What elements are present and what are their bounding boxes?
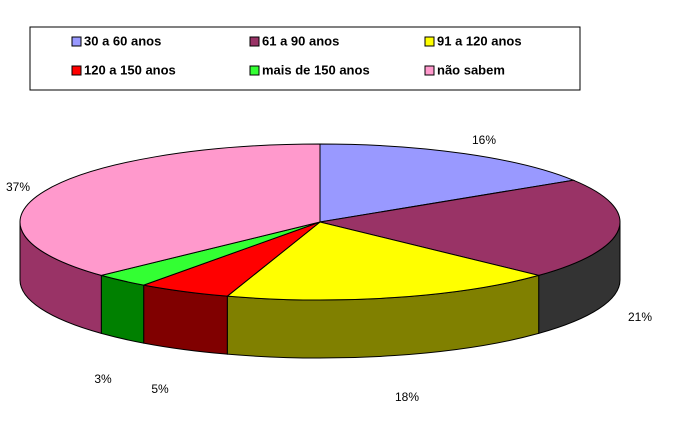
legend-swatch (249, 36, 260, 47)
legend-swatch (71, 36, 82, 47)
legend-label: 30 a 60 anos (84, 33, 161, 48)
legend-box (29, 26, 581, 91)
legend-swatch (249, 65, 260, 76)
legend-label: 120 a 150 anos (84, 62, 176, 77)
legend-label: não sabem (437, 62, 505, 77)
slice (19, 143, 321, 276)
data-label: 21% (628, 310, 652, 324)
data-label: 18% (395, 390, 419, 404)
legend-swatch (71, 65, 82, 76)
data-label: 3% (94, 372, 112, 386)
legend-label: mais de 150 anos (262, 62, 370, 77)
data-label: 37% (6, 180, 30, 194)
slice-side (100, 274, 145, 344)
slice (319, 143, 576, 223)
legend-label: 61 a 90 anos (262, 33, 339, 48)
slice (226, 221, 541, 301)
legend-swatch (424, 36, 435, 47)
legend-swatch (424, 65, 435, 76)
legend-label: 91 a 120 anos (437, 33, 522, 48)
data-label: 5% (151, 382, 169, 396)
data-label: 16% (472, 133, 496, 147)
slice (319, 179, 621, 276)
